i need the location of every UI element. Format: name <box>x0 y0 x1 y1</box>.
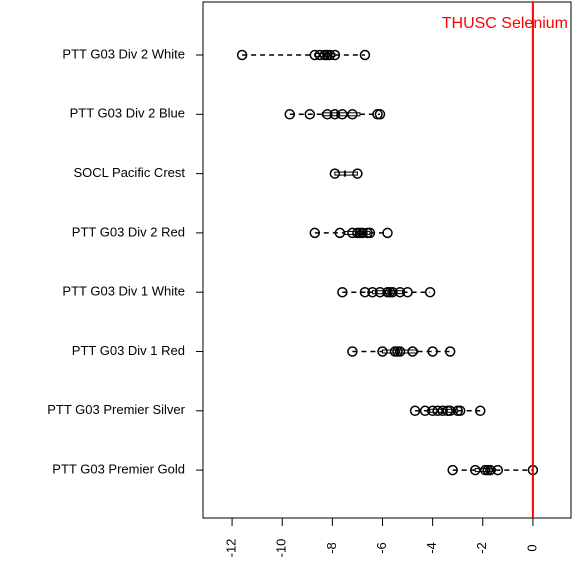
point <box>377 346 388 357</box>
point <box>347 346 358 357</box>
y-tick-label: PTT G03 Premier Gold <box>52 462 185 477</box>
point <box>322 109 333 120</box>
point <box>304 109 316 120</box>
point <box>409 405 421 417</box>
y-tick-label: PTT G03 Div 2 White <box>62 46 185 61</box>
point <box>394 346 406 357</box>
point <box>324 49 336 61</box>
point <box>347 227 358 239</box>
point <box>314 49 326 61</box>
point <box>337 286 348 298</box>
point <box>309 49 321 61</box>
point <box>475 405 486 417</box>
point <box>347 109 358 120</box>
box <box>334 171 358 176</box>
point <box>367 286 378 298</box>
x-tick-label: -8 <box>324 542 339 554</box>
point <box>359 286 371 298</box>
point <box>374 109 386 120</box>
point <box>454 405 466 417</box>
point <box>444 346 456 357</box>
point <box>236 49 248 61</box>
point <box>357 227 368 239</box>
point <box>427 405 438 417</box>
x-tick-label: -6 <box>374 542 389 554</box>
y-tick-label: PTT G03 Div 1 White <box>62 284 185 299</box>
y-tick-label: PTT G03 Premier Silver <box>47 402 185 417</box>
point <box>334 227 346 239</box>
point <box>447 464 458 476</box>
point <box>394 286 406 298</box>
x-tick-label: -4 <box>424 542 439 554</box>
x-tick-label: -12 <box>224 539 239 558</box>
point <box>444 405 456 417</box>
point <box>419 405 431 417</box>
point <box>427 346 438 357</box>
plot-frame <box>202 1 572 519</box>
x-tick-label: -10 <box>274 539 289 558</box>
point <box>329 49 341 61</box>
point <box>387 286 398 298</box>
point <box>329 109 341 120</box>
x-tick-label: 0 <box>524 544 539 551</box>
point <box>407 346 418 357</box>
point <box>432 405 443 417</box>
y-tick-label: PTT G03 Div 1 Red <box>72 343 185 358</box>
point <box>382 227 393 239</box>
point <box>374 286 386 298</box>
point <box>309 227 321 239</box>
point <box>329 168 341 179</box>
box <box>321 112 361 117</box>
point <box>492 464 504 476</box>
point <box>352 168 363 179</box>
point <box>469 464 481 476</box>
point <box>359 49 371 61</box>
point <box>424 286 436 298</box>
point <box>284 109 295 120</box>
y-tick-label: SOCL Pacific Crest <box>74 165 186 180</box>
point <box>485 464 496 476</box>
point <box>364 227 376 239</box>
point <box>437 405 448 417</box>
reference-label: THUSC Selenium <box>442 15 568 32</box>
x-tick-label: -2 <box>474 542 489 554</box>
y-tick-label: PTT G03 Div 2 Red <box>72 224 185 239</box>
y-tick-label: PTT G03 Div 2 Blue <box>70 106 185 121</box>
point <box>337 109 348 120</box>
point <box>402 286 413 298</box>
